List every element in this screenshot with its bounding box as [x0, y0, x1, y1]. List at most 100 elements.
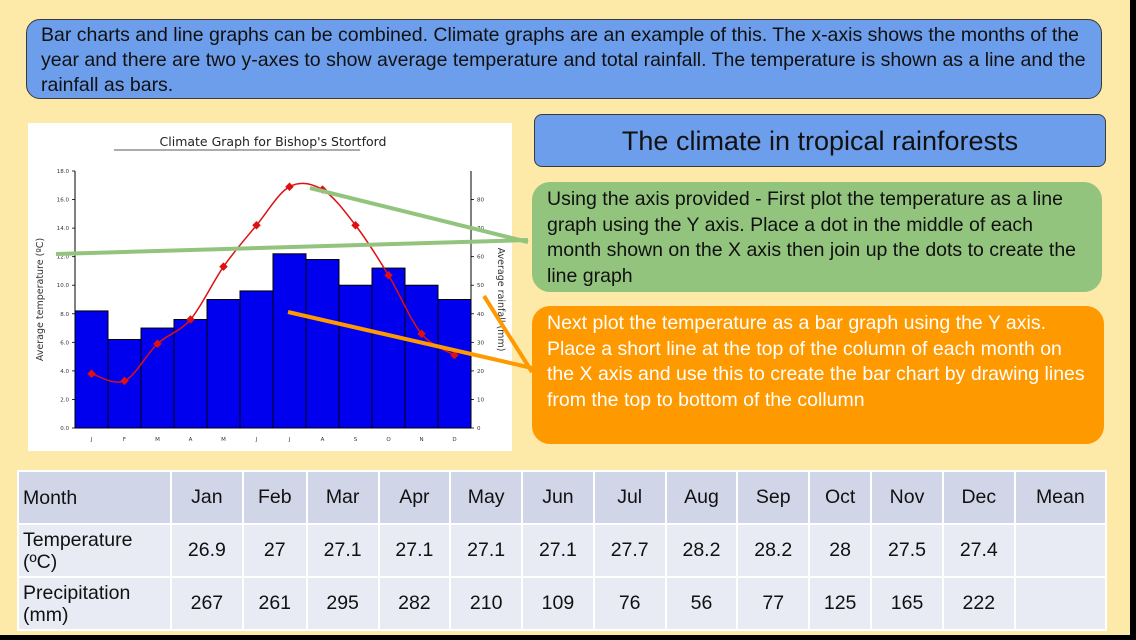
temperature-point: [186, 315, 195, 324]
table-cell: 295: [305, 576, 380, 631]
table-cell: 267: [170, 576, 244, 631]
climate-data-table: Month Jan Feb Mar Apr May Jun Jul Aug Se…: [17, 470, 1108, 631]
y-axis-label: Average temperature (ºC): [35, 238, 46, 361]
chart-title: Climate Graph for Bishop's Stortford: [160, 134, 387, 149]
table-cell: [1013, 576, 1108, 631]
climate-graph-svg: Climate Graph for Bishop's Stortford 0.0 2…: [35, 134, 506, 443]
x-tick-label: M: [155, 437, 160, 443]
temperature-point: [285, 182, 294, 191]
temperature-point: [87, 369, 96, 378]
y-tick-label: 10.0: [57, 283, 70, 289]
y2-tick-label: 30: [477, 340, 484, 346]
y-tick-label: 2.0: [60, 397, 69, 403]
table-cell: 109: [521, 576, 595, 631]
y-tick-label: 8.0: [60, 312, 69, 318]
rainfall-bar: [272, 253, 307, 429]
y2-tick-label: 20: [477, 369, 484, 375]
table-cell: 125: [808, 576, 873, 631]
y-tick-label: 16.0: [57, 198, 70, 204]
table-cell: 26.9: [170, 523, 244, 578]
rainfall-bar: [338, 284, 373, 429]
header-cell: Dec: [941, 470, 1016, 525]
table-cell: 27.1: [449, 523, 524, 578]
rainfall-bar: [74, 310, 109, 429]
x-tick-label: A: [189, 437, 193, 443]
header-cell: Apr: [377, 470, 452, 525]
y2-tick-label: 40: [477, 312, 484, 318]
table-cell: 27.5: [870, 523, 944, 578]
x-tick-label: N: [419, 437, 423, 443]
header-cell: Nov: [870, 470, 944, 525]
row-label-temperature: Temperature (ºC): [17, 523, 172, 578]
temperature-point: [384, 270, 393, 280]
table-cell: 27.1: [521, 523, 595, 578]
table-cell: 28.2: [736, 523, 811, 578]
table-cell: 27.1: [305, 523, 380, 578]
table-header-row: Month Jan Feb Mar Apr May Jun Jul Aug Se…: [17, 470, 1108, 525]
y-tick-label: 18.0: [57, 169, 70, 175]
rainfall-bar: [305, 259, 340, 429]
header-cell: Mean: [1013, 470, 1108, 525]
header-cell: Oct: [808, 470, 873, 525]
panel-title: The climate in tropical rainforests: [534, 114, 1106, 167]
header-cell: Feb: [241, 470, 308, 525]
table-cell: 77: [736, 576, 811, 631]
table-row-temperature: Temperature (ºC) 26.9 27 27.1 27.1 27.1 …: [17, 523, 1108, 578]
y-tick-label: 12.0: [57, 255, 70, 261]
table-row-precipitation: Precipitation (mm) 267 261 295 282 210 1…: [17, 576, 1108, 631]
header-cell: Mar: [305, 470, 380, 525]
x-tick-label: A: [321, 437, 325, 443]
rainfall-bar: [173, 318, 208, 429]
y-tick-label: 14.0: [57, 226, 70, 232]
intro-text-box: Bar charts and line graphs can be combin…: [26, 19, 1102, 99]
header-cell: Jan: [170, 470, 244, 525]
rainfall-bar: [371, 267, 406, 429]
y2-tick-label: 50: [477, 283, 484, 289]
temperature-point: [318, 185, 327, 194]
table-cell: 27: [241, 523, 308, 578]
temperature-point: [120, 376, 129, 386]
table-cell: 261: [241, 576, 308, 631]
row-label-precipitation: Precipitation (mm): [17, 576, 172, 631]
line-graph-instructions: Using the axis provided - First plot the…: [532, 182, 1102, 292]
table-cell: 76: [592, 576, 667, 631]
climate-graph: Climate Graph for Bishop's Stortford 0.0 2…: [28, 123, 512, 451]
table-cell: 27.4: [941, 523, 1016, 578]
rainfall-bar: [239, 290, 274, 429]
table-cell: 28.2: [664, 523, 739, 578]
x-tick-label: M: [221, 437, 226, 443]
table-cell: 165: [870, 576, 944, 631]
x-tick-label: J: [255, 437, 258, 443]
table-cell: 27.7: [592, 523, 667, 578]
temperature-line: [91, 182, 455, 383]
y2-tick-label: 60: [477, 255, 484, 261]
table-cell: 222: [941, 576, 1016, 631]
temperature-point: [219, 262, 228, 271]
x-tick-label: F: [123, 437, 126, 443]
temperature-point: [252, 221, 261, 230]
x-tick-label: D: [452, 437, 456, 443]
bar-graph-instructions: Next plot the temperature as a bar graph…: [532, 306, 1104, 444]
table-cell: 28: [808, 523, 873, 578]
table-cell: 56: [664, 576, 739, 631]
y2-tick-label: 10: [477, 397, 484, 403]
header-cell: Month: [17, 470, 172, 525]
header-cell: Sep: [736, 470, 811, 525]
x-tick-label: J: [90, 437, 93, 443]
rainfall-bar: [437, 299, 472, 429]
x-tick-label: O: [386, 437, 391, 443]
y-tick-label: 4.0: [60, 369, 69, 375]
header-cell: Jun: [521, 470, 595, 525]
table-cell: 210: [449, 576, 524, 631]
y2-tick-label: 80: [477, 198, 484, 204]
y2-tick-label: 70: [477, 226, 484, 232]
header-cell: May: [449, 470, 524, 525]
rainfall-bar: [206, 299, 241, 429]
x-tick-label: J: [288, 437, 291, 443]
rainfall-bar: [404, 284, 439, 429]
y-tick-label: 0.0: [60, 426, 69, 432]
x-tick-label: S: [354, 437, 358, 443]
y-tick-label: 6.0: [60, 340, 69, 346]
table-cell: 282: [377, 576, 452, 631]
